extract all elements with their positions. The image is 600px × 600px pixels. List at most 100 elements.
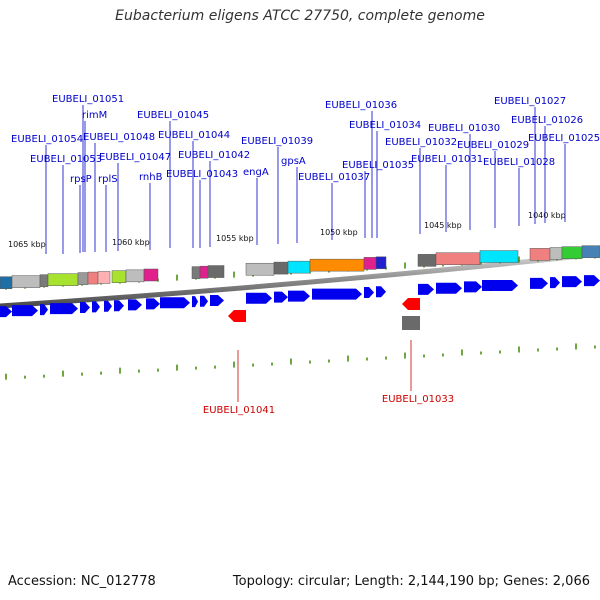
gene-arrow-forward[interactable] [376, 286, 386, 298]
feature-block [191, 266, 201, 279]
feature-block [87, 271, 99, 285]
gene-arrow-forward[interactable] [192, 296, 198, 308]
gene-label-forward[interactable]: EUBELI_01027 [494, 96, 566, 107]
gene-label-forward[interactable]: EUBELI_01048 [83, 132, 155, 143]
gene-arrow-forward[interactable] [40, 304, 48, 316]
gene-arrow-forward[interactable] [464, 281, 482, 293]
gene-arrow-forward[interactable] [550, 277, 560, 289]
gene-label-forward[interactable]: EUBELI_01051 [52, 94, 124, 105]
accession-text: Accession: NC_012778 [8, 574, 156, 589]
gene-arrow-forward[interactable] [104, 300, 112, 312]
feature-block [143, 268, 159, 282]
kbp-label: 1050 kbp [320, 228, 358, 237]
gene-arrow-forward[interactable] [128, 299, 142, 311]
gene-label-forward[interactable]: EUBELI_01034 [349, 120, 421, 131]
gene-label-forward[interactable]: EUBELI_01054 [11, 134, 83, 145]
feature-block [309, 258, 365, 272]
gene-arrow-forward[interactable] [562, 276, 582, 288]
feature-block [47, 273, 79, 286]
feature-block [125, 269, 145, 283]
feature-block [549, 247, 563, 260]
feature-block [479, 250, 519, 263]
gene-arrow-forward[interactable] [364, 286, 374, 298]
feature-block [199, 265, 209, 279]
gene-label-forward[interactable]: rimM [82, 110, 107, 121]
gene-label-forward[interactable]: rnhB [139, 172, 163, 183]
feature-block [273, 261, 289, 275]
feature-tracks [0, 245, 600, 289]
feature-block [77, 272, 89, 285]
feature-block [561, 246, 583, 259]
gene-arrow-forward[interactable] [246, 292, 272, 304]
feature-block [207, 265, 225, 278]
label-leader-lines [45, 105, 566, 402]
gene-label-forward[interactable]: EUBELI_01053 [30, 154, 102, 165]
kbp-label: 1040 kbp [528, 211, 566, 220]
gene-label-forward[interactable]: EUBELI_01032 [385, 137, 457, 148]
feature-block [363, 257, 377, 270]
feature-block [417, 254, 437, 267]
gene-label-reverse[interactable]: EUBELI_01033 [382, 394, 454, 405]
gene-label-forward[interactable]: EUBELI_01030 [428, 123, 500, 134]
gene-label-forward[interactable]: EUBELI_01045 [137, 110, 209, 121]
feature-block [375, 256, 387, 270]
gene-arrow-forward[interactable] [288, 290, 310, 302]
kbp-label: 1045 kbp [424, 221, 462, 230]
gene-arrow-forward[interactable] [12, 305, 38, 317]
gene-arrow-forward[interactable] [274, 291, 288, 303]
gene-arrow-forward[interactable] [584, 275, 600, 287]
feature-block [39, 274, 49, 287]
gene-arrow-forward[interactable] [50, 303, 78, 315]
gene-labels: EUBELI_01051 rimM EUBELI_01048EUBELI_01054… [11, 94, 600, 416]
feature-block [11, 275, 41, 288]
feature-block [0, 276, 13, 289]
gene-label-forward[interactable]: EUBELI_01039 [241, 136, 313, 147]
genome-title: Eubacterium eligens ATCC 27750, complete… [115, 8, 485, 24]
feature-block [581, 245, 600, 258]
topology-text: Topology: circular; Length: 2,144,190 bp… [232, 574, 590, 589]
gene-label-forward[interactable]: rplS [98, 174, 118, 185]
gene-arrow-forward[interactable] [482, 280, 518, 291]
feature-block [402, 316, 420, 330]
gene-arrow-reverse[interactable] [402, 298, 420, 310]
gene-arrow-forward[interactable] [114, 300, 124, 312]
feature-block [435, 252, 481, 265]
gene-label-forward[interactable]: gpsA [281, 156, 306, 167]
gene-label-forward[interactable]: EUBELI_01031 [411, 154, 483, 165]
gene-label-forward[interactable]: engA [243, 167, 269, 178]
gene-arrow-forward[interactable] [200, 295, 208, 307]
gene-arrow-forward[interactable] [436, 282, 462, 294]
gene-arrow-forward[interactable] [0, 306, 12, 318]
gene-arrow-forward[interactable] [530, 277, 548, 289]
gene-arrow-forward[interactable] [80, 301, 90, 313]
gene-arrow-forward[interactable] [92, 301, 100, 313]
gene-label-forward[interactable]: EUBELI_01047 [99, 152, 171, 163]
gene-label-forward[interactable]: EUBELI_01042 [178, 150, 250, 161]
gene-label-forward[interactable]: EUBELI_01026 [511, 115, 583, 126]
gene-arrows [0, 275, 600, 330]
gene-label-forward[interactable]: EUBELI_01044 [158, 130, 230, 141]
gene-label-forward[interactable]: EUBELI_01037 [298, 172, 370, 183]
gene-label-forward[interactable]: EUBELI_01035 [342, 160, 414, 171]
kbp-label: 1055 kbp [216, 234, 254, 243]
feature-block [97, 271, 111, 284]
gene-arrow-forward[interactable] [312, 288, 362, 300]
gene-label-forward[interactable]: EUBELI_01029 [457, 140, 529, 151]
gene-label-forward[interactable]: EUBELI_01025 [528, 133, 600, 144]
gene-arrow-forward[interactable] [146, 298, 160, 310]
gene-arrow-reverse[interactable] [228, 310, 246, 322]
feature-block [111, 270, 127, 283]
gene-arrow-forward[interactable] [210, 294, 224, 306]
gene-label-forward[interactable]: EUBELI_01036 [325, 100, 397, 111]
gene-label-forward[interactable]: EUBELI_01043 [166, 169, 238, 180]
gene-arrow-forward[interactable] [160, 297, 190, 309]
feature-block [245, 262, 275, 276]
gene-label-reverse[interactable]: EUBELI_01041 [203, 405, 275, 416]
feature-block [529, 248, 551, 261]
gene-label-forward[interactable]: EUBELI_01028 [483, 157, 555, 168]
gene-label-forward[interactable]: rpsP [70, 174, 92, 185]
gene-arrow-forward[interactable] [418, 283, 434, 295]
feature-block [287, 260, 311, 274]
kbp-labels: 1065 kbp 1060 kbp 1055 kbp 1050 kbp 1045 kbp… [8, 211, 566, 249]
